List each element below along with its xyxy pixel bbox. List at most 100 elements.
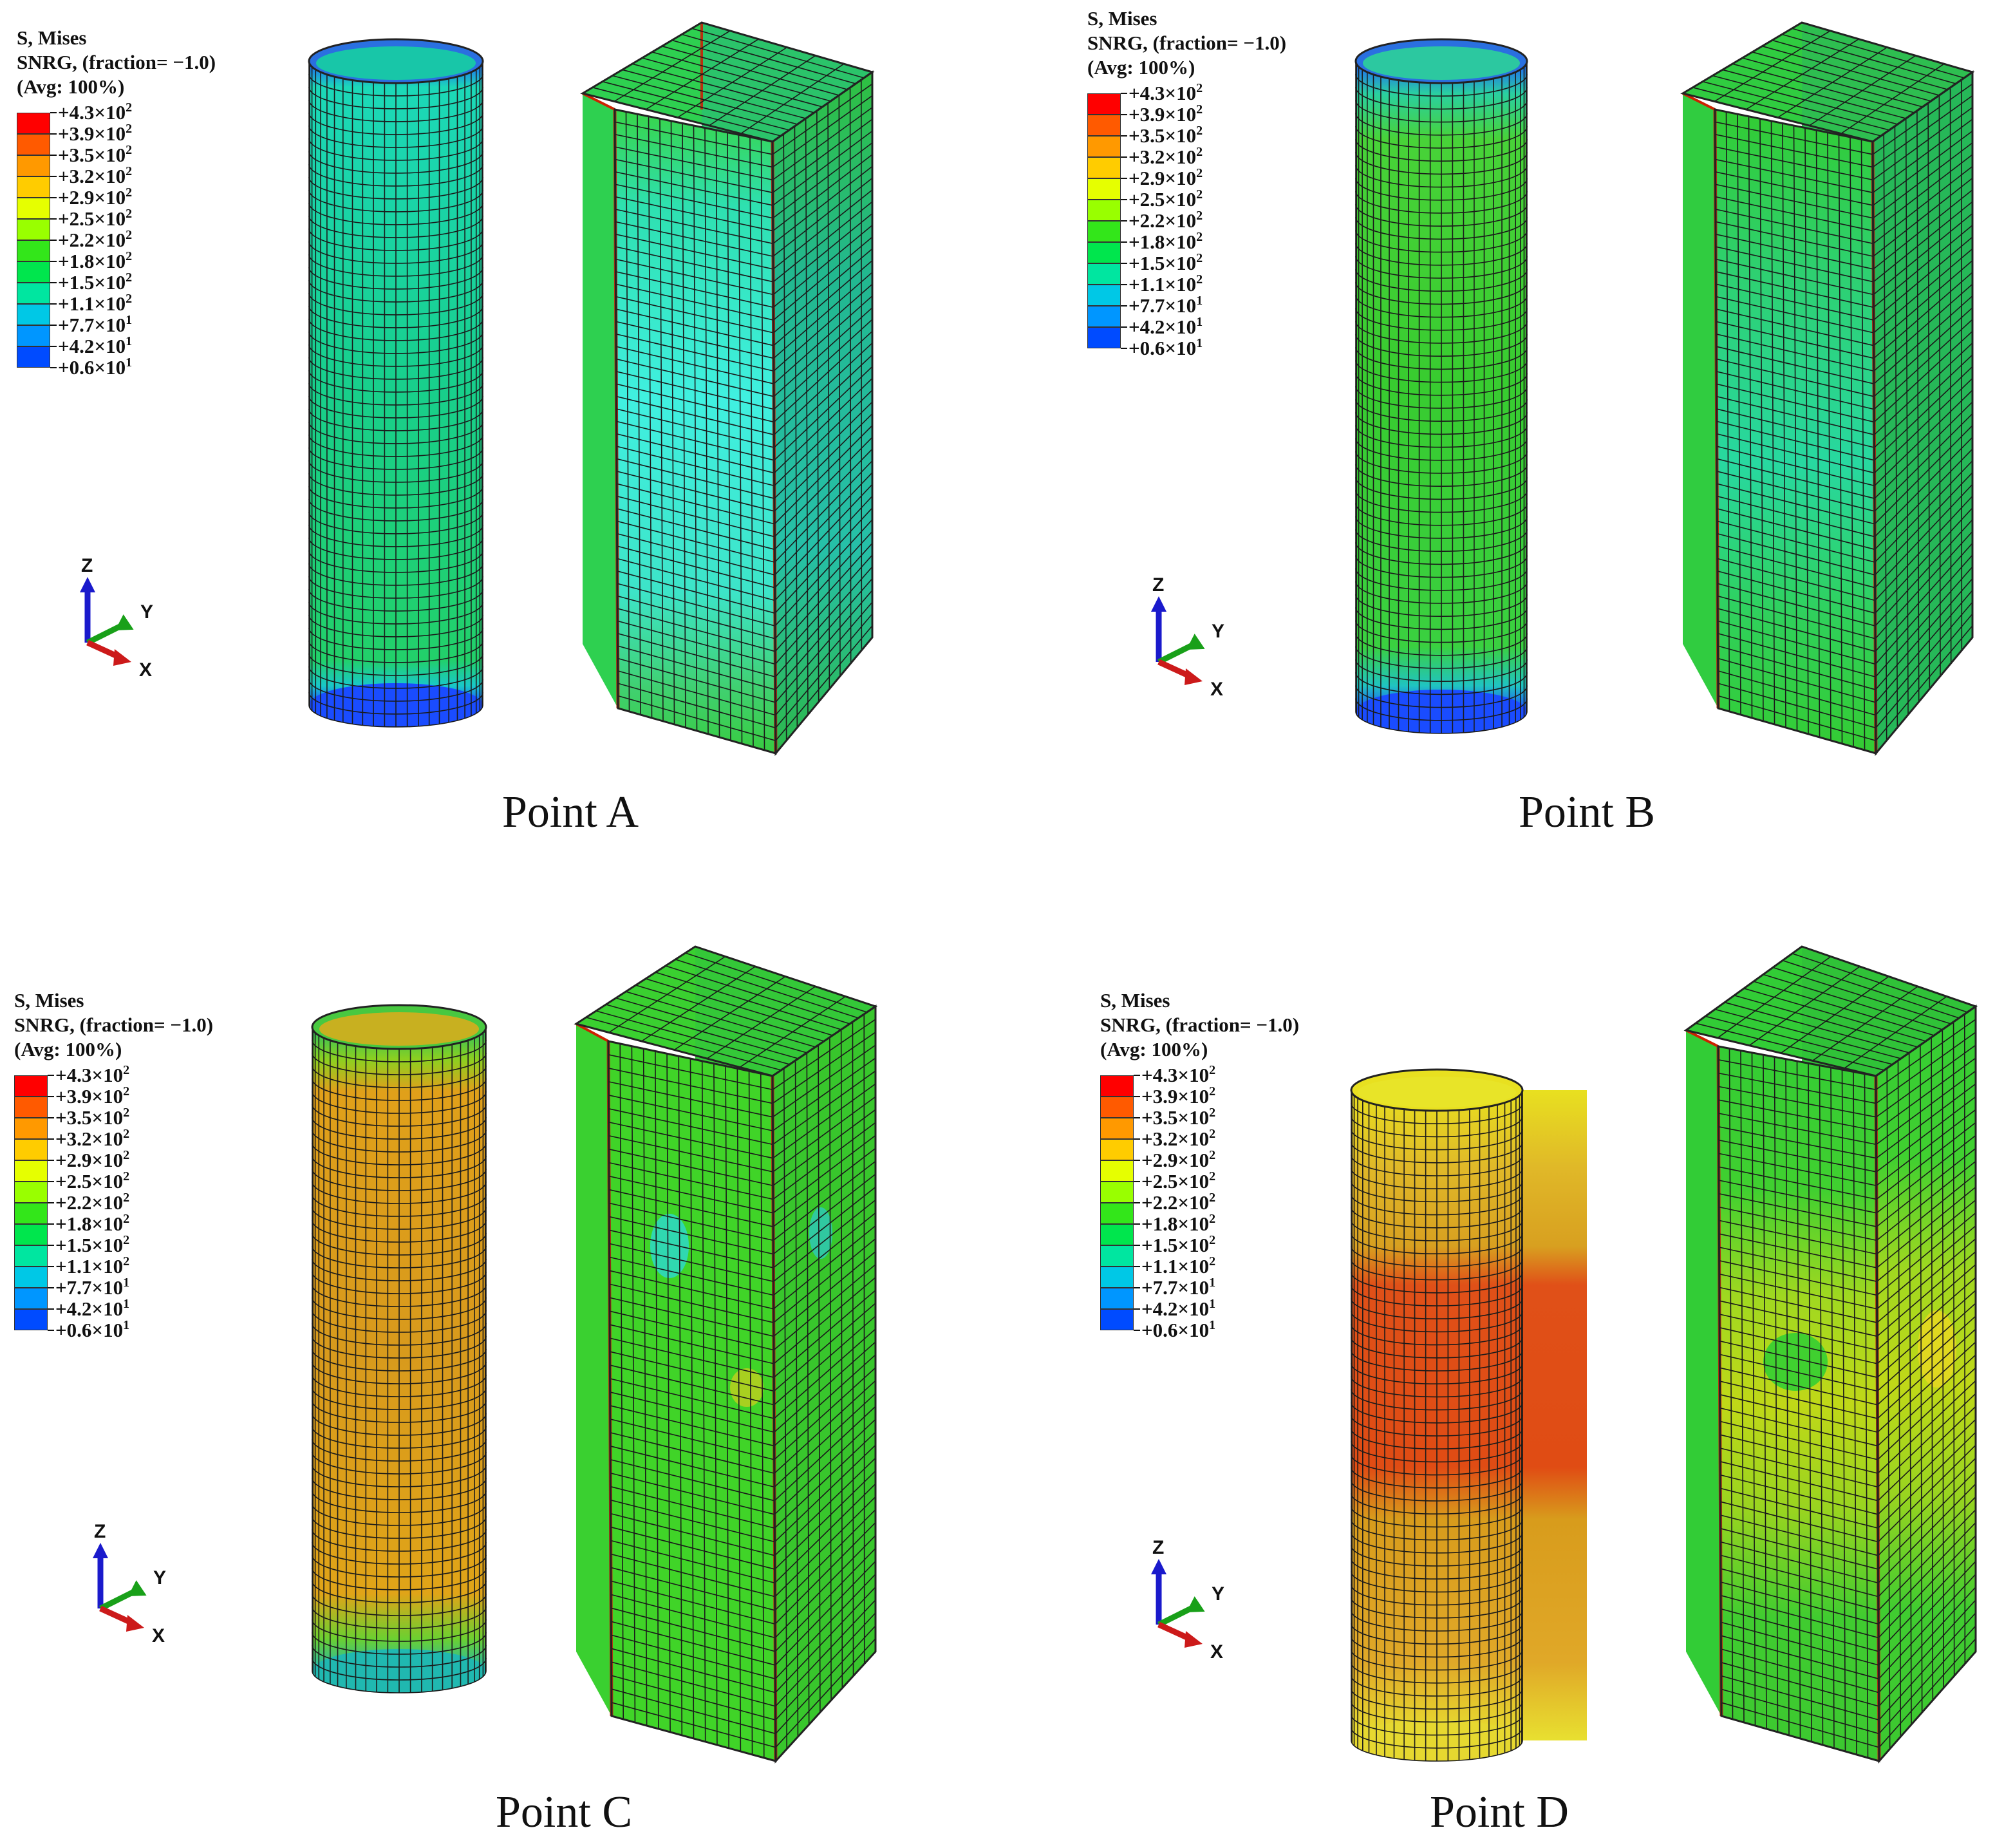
mesh-line (1355, 308, 1528, 331)
mesh-line (616, 471, 775, 512)
mesh-line (1720, 1514, 1878, 1556)
mesh-line (773, 225, 873, 308)
y-axis-arrow (1157, 1605, 1194, 1628)
mesh-line (1716, 283, 1874, 321)
square-tube-model (1683, 945, 1978, 1764)
legend-color-swatch (14, 1118, 48, 1139)
legend-tick (50, 133, 57, 135)
legend-tick (48, 1202, 54, 1203)
legend-color-swatch (17, 155, 50, 176)
mesh-line (312, 1542, 487, 1565)
mesh-line (1718, 1153, 1877, 1187)
mesh-line (610, 1567, 776, 1611)
legend-row: +0.6×101 (17, 356, 216, 378)
mesh-line (615, 146, 773, 181)
legend-tick (50, 325, 57, 326)
mesh-line (1355, 529, 1528, 552)
mesh-line (674, 976, 786, 1051)
mesh-line (774, 1419, 876, 1515)
mesh-line (610, 1351, 774, 1392)
mesh-line (1718, 1113, 1877, 1146)
mesh-line (1351, 1610, 1523, 1632)
legend-tick (1134, 1266, 1140, 1267)
mesh-line (609, 1229, 774, 1268)
mesh-line (312, 1619, 487, 1642)
mesh-line (1719, 1327, 1878, 1364)
mesh-line (1875, 519, 1973, 627)
legend-scale: +4.3×102 +3.9×102 +3.5×102 +3.2×102 +2.9×102… (17, 101, 216, 378)
mesh-line (610, 1513, 775, 1556)
mesh-line (1355, 646, 1528, 669)
legend-value-label: +2.9×102 (58, 185, 133, 209)
legend-value-label: +4.2×101 (1141, 1297, 1216, 1320)
mesh-line (312, 1220, 487, 1243)
mesh-line (312, 1117, 487, 1140)
legend-value-label: +4.2×101 (55, 1297, 130, 1320)
legend-value-label: +2.9×102 (1141, 1148, 1216, 1171)
mesh-line (1876, 1122, 1976, 1200)
mesh-line (1351, 1740, 1523, 1762)
legend-tick (1134, 1117, 1140, 1118)
legend-value-label: +4.3×102 (1141, 1063, 1216, 1086)
coordinate-triad: Z Y X (1151, 574, 1224, 700)
legend-color-swatch (17, 325, 50, 346)
mesh-line (1351, 1155, 1523, 1176)
legend-value-label: +2.2×102 (1141, 1191, 1216, 1214)
mesh-line (609, 1297, 774, 1337)
mesh-line (308, 292, 483, 316)
legend-tick (1121, 326, 1127, 328)
mesh-line (1872, 83, 1973, 155)
legend-color-swatch (14, 1075, 48, 1097)
mesh-line (1351, 1207, 1523, 1229)
mesh-line (1715, 196, 1873, 232)
mesh-line (1812, 986, 1918, 1061)
mesh-line (774, 1457, 876, 1556)
legend-value-label: +3.9×102 (58, 122, 133, 145)
legend-value-label: +1.1×102 (58, 292, 133, 315)
fe-models (1350, 945, 1978, 1764)
mesh-line (1720, 1568, 1879, 1611)
legend-color-swatch (1100, 1139, 1134, 1160)
mesh-line (312, 1503, 487, 1526)
mesh-line (1872, 107, 1973, 181)
mesh-line (740, 63, 845, 135)
legend-tick (50, 367, 57, 368)
mesh-line (617, 608, 776, 652)
mesh-line (1355, 451, 1528, 474)
mesh-line (617, 645, 776, 690)
z-axis-label: Z (1152, 574, 1164, 596)
mesh-line (616, 458, 775, 499)
mesh-line (1355, 698, 1528, 721)
legend-color-swatch (1100, 1224, 1134, 1245)
legend-title-variable: S, Mises (17, 26, 87, 49)
mesh-line (773, 1251, 876, 1337)
mesh-line (1877, 1457, 1976, 1556)
mesh-line (1873, 154, 1973, 232)
mesh-line (1355, 165, 1528, 188)
mesh-line (1873, 248, 1973, 334)
legend-color-swatch (1100, 1203, 1134, 1224)
mesh-line (1351, 1558, 1523, 1579)
mesh-line (615, 258, 774, 296)
legend-color-swatch (1087, 93, 1121, 115)
mesh-line (611, 1634, 776, 1680)
panel-point-c: S, Mises SNRG, (fraction= −1.0) (Avg: 10… (0, 924, 997, 1848)
mesh-line (774, 1509, 876, 1611)
mesh-line (312, 1670, 487, 1693)
mesh-line (616, 371, 774, 410)
mesh-line (1875, 1032, 1976, 1104)
y-axis-arrow (1157, 642, 1194, 665)
legend-row: +1.1×102 (1100, 1255, 1299, 1288)
legend-color-swatch (1087, 178, 1121, 200)
legend-tick (48, 1181, 54, 1182)
mesh-line (1355, 243, 1528, 266)
legend-value-label: +2.2×102 (58, 228, 133, 251)
mesh-line (774, 1431, 876, 1529)
mesh-line (312, 1181, 487, 1204)
mesh-line (1355, 204, 1528, 227)
mesh-line (1877, 1238, 1976, 1323)
legend-row: +2.9×102 (14, 1149, 213, 1182)
legend-row: +4.3×102 (14, 1064, 213, 1097)
mesh-line (1719, 1447, 1878, 1488)
mesh-line (774, 366, 873, 461)
